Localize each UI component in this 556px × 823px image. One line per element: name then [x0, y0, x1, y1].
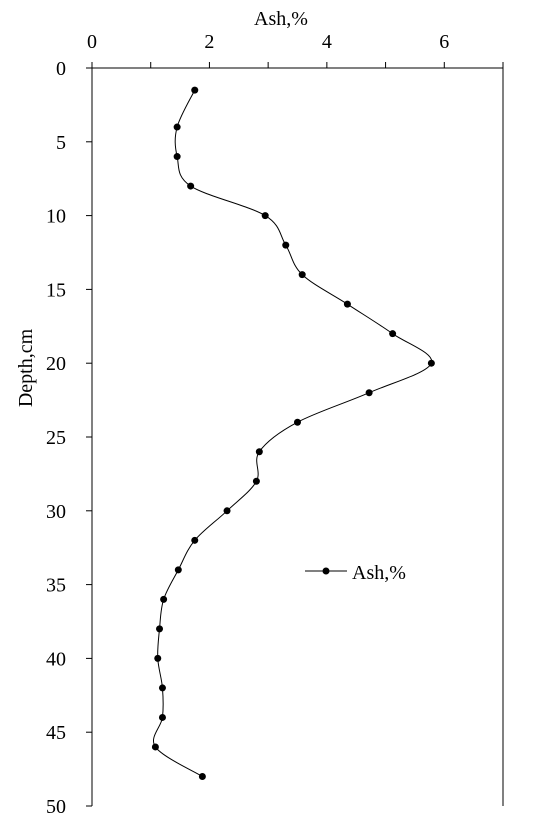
data-point [173, 153, 181, 161]
legend: Ash,% [305, 562, 406, 584]
y-tick-label: 10 [46, 206, 66, 228]
data-point [174, 566, 182, 574]
data-point [173, 123, 181, 131]
data-point [255, 448, 263, 456]
y-tick-label: 35 [46, 575, 66, 597]
y-tick-label: 40 [46, 648, 66, 670]
series-layer [151, 86, 435, 780]
legend-label: Ash,% [352, 562, 406, 584]
series-line [153, 89, 432, 777]
data-point [343, 300, 351, 308]
data-point [298, 271, 306, 279]
y-tick-label: 50 [46, 796, 66, 818]
data-point [282, 241, 290, 249]
data-point [252, 477, 260, 485]
data-point [156, 625, 164, 633]
x-tick-label: 6 [439, 31, 449, 53]
data-point [427, 359, 435, 367]
y-tick-label: 0 [56, 58, 66, 80]
y-tick-label: 15 [46, 279, 66, 301]
data-point [158, 684, 166, 692]
x-tick-label: 0 [87, 31, 97, 53]
data-point [158, 713, 166, 721]
y-axis-label: Depth,cm [15, 328, 37, 407]
data-point [389, 330, 397, 338]
data-point [191, 86, 199, 94]
data-point [261, 212, 269, 220]
legend-marker [322, 567, 330, 575]
data-point [365, 389, 373, 397]
data-point [191, 536, 199, 544]
x-tick-label: 4 [322, 31, 332, 53]
y-tick-label: 30 [46, 501, 66, 523]
data-point [187, 182, 195, 190]
x-tick-label: 2 [204, 31, 214, 53]
data-point [151, 743, 159, 751]
data-point [223, 507, 231, 515]
data-point [294, 418, 301, 426]
y-tick-label: 20 [46, 353, 66, 375]
data-point [154, 654, 162, 662]
data-point [198, 772, 206, 780]
y-tick-label: 5 [56, 132, 66, 154]
axes: 0 2 4 6 0 5 10 15 20 25 30 35 40 45 50 [46, 31, 504, 818]
y-tick-label: 45 [46, 722, 66, 744]
x-axis-label: Ash,% [254, 8, 308, 30]
data-point [160, 595, 168, 603]
y-tick-label: 25 [46, 427, 66, 449]
